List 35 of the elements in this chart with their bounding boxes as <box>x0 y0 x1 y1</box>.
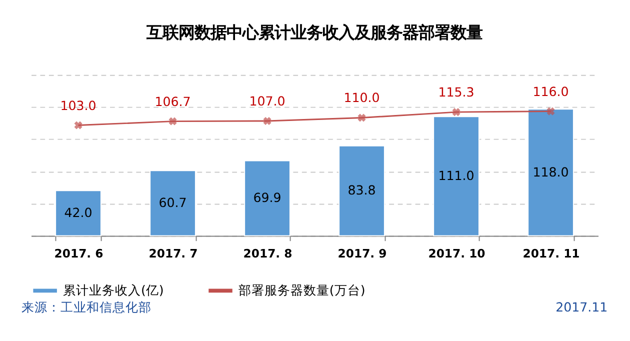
point <box>74 121 82 130</box>
bar <box>338 145 385 236</box>
data-label: 116.0 <box>532 84 569 99</box>
point <box>263 116 272 125</box>
data-label: 69.9 <box>253 190 282 206</box>
x-tick-label: 2017. 6 <box>54 246 104 261</box>
data-label: 60.7 <box>158 195 187 210</box>
legend-label: 部署服务器数量(万台) <box>238 282 366 298</box>
bar <box>528 108 574 236</box>
legend-label: 累计业务收入(亿) <box>63 282 164 298</box>
x-tick-label: 2017. 8 <box>243 246 292 261</box>
data-label: 107.0 <box>249 93 286 108</box>
source-note: 来源：工业和信息化部 <box>21 299 152 314</box>
text: 2017.11 <box>556 299 608 314</box>
bar <box>433 116 480 236</box>
x-tick-label: 2017. 10 <box>428 246 486 261</box>
data-label: 110.0 <box>344 90 380 106</box>
point <box>358 114 366 122</box>
point <box>546 107 555 116</box>
chart-title: 互联网数据中心累计业务收入及服务器部署数量 <box>146 23 483 42</box>
x-tick-label: 2017. 7 <box>148 246 198 261</box>
x-tick-label: 2017. 9 <box>338 246 387 261</box>
bar <box>244 160 290 236</box>
data-label: 115.3 <box>438 84 474 100</box>
bar <box>150 170 196 236</box>
data-label: 42.0 <box>64 205 92 220</box>
data-label: 106.7 <box>154 94 191 109</box>
x-tick-label: 2017. 11 <box>522 246 580 261</box>
data-label: 118.0 <box>532 164 569 180</box>
point <box>168 117 177 126</box>
point <box>452 108 460 116</box>
bar <box>55 190 102 236</box>
data-label: 111.0 <box>438 168 474 184</box>
data-label: 103.0 <box>60 98 96 113</box>
data-label: 83.8 <box>348 182 376 198</box>
